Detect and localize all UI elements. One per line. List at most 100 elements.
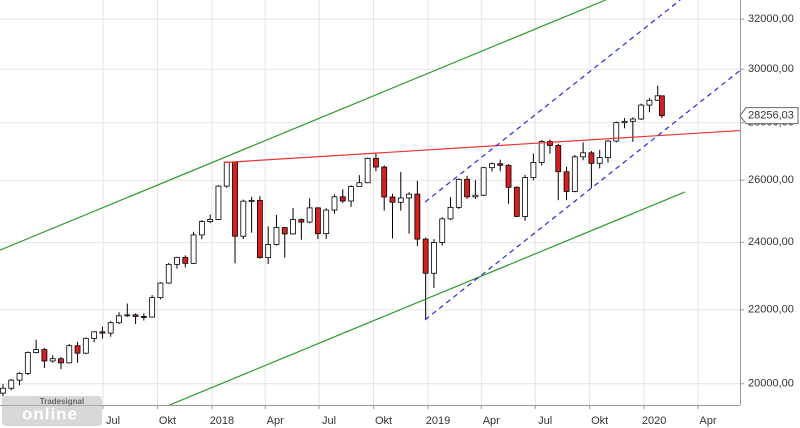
trend-line [424, 70, 740, 321]
candle-body [621, 120, 628, 124]
candle-body [389, 196, 396, 203]
x-tick-label: Okt [591, 415, 608, 427]
candle-body [638, 104, 645, 120]
logo-background [2, 396, 102, 426]
candle-body [281, 227, 288, 235]
candle-body [157, 282, 164, 299]
candle-body [605, 140, 611, 158]
candle-body [613, 122, 620, 142]
y-tick-label: 26000,00 [748, 174, 794, 186]
candle-body [315, 207, 321, 235]
candle-body [596, 157, 603, 164]
x-tick-label: Jul [538, 415, 552, 427]
candle-body [49, 358, 56, 362]
trend-line [424, 0, 681, 203]
candle-body [107, 322, 114, 334]
axes: 20000,0022000,0024000,0026000,0028000,00… [102, 13, 799, 427]
candle-body [140, 316, 147, 318]
candle-body [0, 387, 6, 394]
x-tick-label: Okt [375, 415, 392, 427]
x-tick-label: 2018 [210, 415, 234, 427]
x-tick-label: 2020 [642, 415, 666, 427]
x-tick-label: Apr [483, 415, 500, 427]
candle-body [298, 219, 305, 223]
candle-body [497, 163, 504, 166]
candle-body [447, 206, 454, 220]
candle-body [74, 345, 81, 354]
candle-body [16, 373, 23, 381]
candle-body [273, 227, 280, 245]
x-tick-label: Jul [106, 415, 120, 427]
candle-body [174, 256, 180, 265]
x-tick-label: Jul [322, 415, 336, 427]
candle-body [439, 218, 446, 243]
candle-body [223, 161, 230, 187]
x-tick-label: 2019 [426, 415, 450, 427]
candle-body [431, 242, 437, 274]
candle-body [646, 99, 653, 106]
y-tick-label: 22000,00 [748, 304, 794, 316]
candle-body [472, 194, 479, 198]
candle-body [290, 219, 296, 235]
candle-body [530, 162, 537, 178]
candle-body [331, 196, 338, 211]
candle-body [397, 197, 404, 203]
candle-body [66, 345, 73, 364]
candle-body [207, 219, 214, 222]
candle-body [489, 163, 495, 169]
candle-body [571, 156, 578, 192]
y-tick-label: 20000,00 [748, 378, 794, 390]
candle-body [124, 314, 131, 317]
candle-body [306, 207, 313, 223]
candle-body [41, 349, 48, 362]
candle-body [232, 161, 238, 237]
candle-body [563, 171, 570, 192]
trend-line [223, 129, 740, 164]
last-price-box [739, 107, 799, 125]
candle-body [455, 178, 462, 208]
candle-body [505, 164, 512, 188]
candle-body [198, 221, 205, 236]
candle-body [99, 331, 106, 334]
candle-body [265, 244, 272, 258]
candle-body [240, 200, 247, 237]
candle-body [215, 185, 222, 220]
y-tick-label: 30000,00 [748, 63, 794, 75]
candle-body [8, 379, 15, 389]
candle-body [364, 157, 371, 184]
candle-body [513, 186, 520, 217]
y-tick-label: 32000,00 [748, 13, 794, 25]
candle-body [422, 238, 429, 274]
candle-body [339, 196, 346, 202]
logo: Tradesignal online [2, 396, 102, 426]
candle-body [580, 152, 587, 158]
candle-body [58, 358, 64, 364]
trend-line [168, 191, 686, 405]
candle-body [165, 263, 172, 284]
candle-body [629, 118, 636, 122]
x-tick-label: Okt [159, 415, 176, 427]
candle-body [658, 95, 665, 117]
candle-body [373, 157, 379, 168]
candle-body [24, 352, 31, 374]
candle-body [414, 193, 421, 240]
candle-body [588, 152, 595, 164]
candle-body [356, 182, 363, 187]
candle-body [248, 199, 255, 202]
logo-small: Tradesignal [40, 397, 84, 406]
y-tick-label: 24000,00 [748, 236, 794, 248]
candle-body [480, 167, 487, 196]
last-price-label: 28256,03 [748, 110, 794, 122]
candle-body [149, 297, 156, 318]
candle-body [132, 314, 139, 317]
candle-body [547, 141, 553, 146]
trend-line [0, 0, 606, 251]
x-tick-label: Apr [267, 415, 284, 427]
candle-body [538, 141, 545, 163]
candle-body [256, 199, 263, 258]
candle-body [464, 178, 470, 198]
candle-body [116, 315, 122, 324]
candle-body [91, 331, 98, 339]
